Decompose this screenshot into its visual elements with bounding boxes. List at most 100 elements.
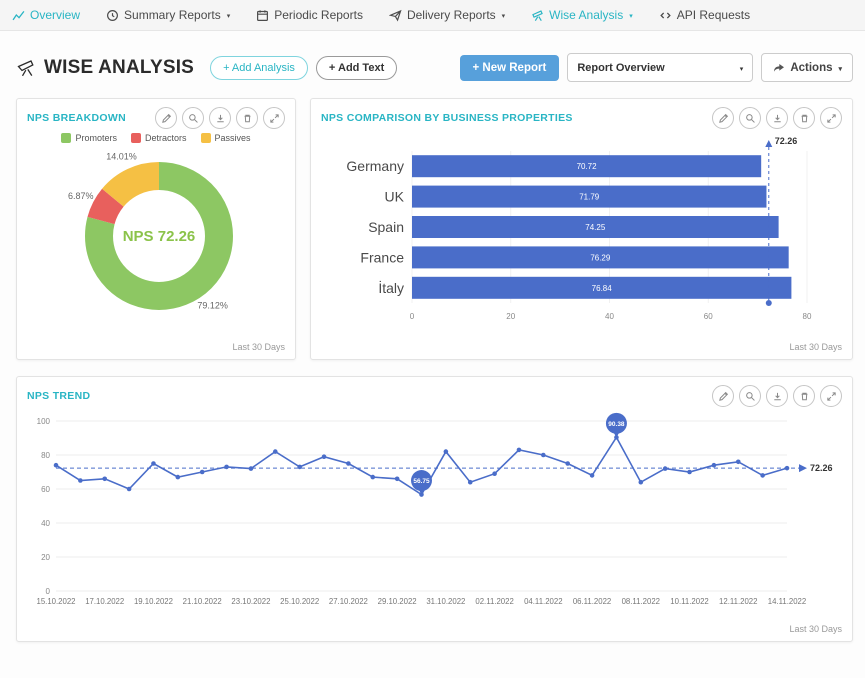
passives-swatch <box>200 133 211 143</box>
nav-item-overview[interactable]: Overview <box>12 8 80 22</box>
chevron-down-icon: ▾ <box>629 13 633 20</box>
line-chart-icon <box>12 10 25 20</box>
download-widget-button[interactable] <box>766 107 788 129</box>
magnifier-icon <box>745 391 755 401</box>
nav-item-api-requests[interactable]: API Requests <box>659 8 750 22</box>
svg-text:10.11.2022: 10.11.2022 <box>670 597 708 606</box>
nps-donut-chart: 79.12% 6.87% 14.01% NPS 72.26 <box>68 151 233 311</box>
promoters-swatch <box>61 133 72 143</box>
nav-item-summary-reports[interactable]: Summary Reports ▾ <box>106 8 230 22</box>
svg-text:0: 0 <box>46 587 51 596</box>
nav-item-wise-analysis[interactable]: Wise Analysis ▾ <box>531 8 633 22</box>
terminal-icon <box>659 11 671 19</box>
svg-text:Spain: Spain <box>368 219 404 235</box>
pencil-icon <box>718 391 728 401</box>
nav-item-periodic-reports[interactable]: Periodic Reports <box>256 8 363 22</box>
nav-item-label: Summary Reports <box>124 8 221 22</box>
legend-item-detractors[interactable]: Detractors <box>130 133 187 143</box>
svg-text:23.10.2022: 23.10.2022 <box>231 597 270 606</box>
svg-text:17.10.2022: 17.10.2022 <box>85 597 124 606</box>
svg-text:20: 20 <box>506 312 515 321</box>
svg-text:80: 80 <box>803 312 812 321</box>
nav-item-label: Wise Analysis <box>549 8 624 22</box>
svg-text:71.79: 71.79 <box>579 193 600 202</box>
nps-line-chart: 0 20 40 60 80 100 15.10.2022 17.10.2022 19.10.20… <box>36 412 833 606</box>
svg-text:25.10.2022: 25.10.2022 <box>280 597 319 606</box>
delete-widget-button[interactable] <box>793 107 815 129</box>
svg-text:80: 80 <box>41 451 50 460</box>
nav-item-label: API Requests <box>676 8 751 22</box>
expand-widget-button[interactable] <box>263 107 285 129</box>
svg-text:İtaly: İtaly <box>378 279 404 296</box>
svg-text:40: 40 <box>605 312 614 321</box>
edit-widget-button[interactable] <box>155 107 177 129</box>
telescope-icon <box>17 59 34 76</box>
date-range-label: Last 30 Days <box>232 342 285 352</box>
legend-item-passives[interactable]: Passives <box>200 133 251 143</box>
zoom-widget-button[interactable] <box>182 107 204 129</box>
svg-text:40: 40 <box>41 519 50 528</box>
legend-label: Passives <box>214 133 251 143</box>
download-widget-button[interactable] <box>766 385 788 407</box>
send-icon <box>388 9 402 21</box>
expand-widget-button[interactable] <box>820 385 842 407</box>
svg-text:76.29: 76.29 <box>590 253 611 262</box>
actions-button[interactable]: Actions ▾ <box>761 53 853 82</box>
report-select[interactable]: Report Overview ▾ <box>567 53 754 82</box>
svg-text:74.25: 74.25 <box>585 223 606 232</box>
zoom-widget-button[interactable] <box>739 107 761 129</box>
page-title: WISE ANALYSIS <box>44 56 195 78</box>
share-arrow-icon <box>774 63 785 72</box>
nav-item-delivery-reports[interactable]: Delivery Reports ▾ <box>388 8 505 22</box>
magnifier-icon <box>188 113 198 123</box>
add-text-button[interactable]: + Add Text <box>315 55 398 80</box>
edit-widget-button[interactable] <box>712 385 734 407</box>
svg-text:60: 60 <box>41 485 50 494</box>
svg-text:56.75: 56.75 <box>413 478 430 485</box>
page-header: WISE ANALYSIS + Add Analysis + Add Text … <box>16 53 853 82</box>
magnifier-icon <box>745 113 755 123</box>
top-nav: Overview Summary Reports ▾ Periodic Repo… <box>0 0 865 31</box>
svg-text:15.10.2022: 15.10.2022 <box>36 597 75 606</box>
svg-text:79.12%: 79.12% <box>197 301 228 311</box>
card-title: NPS BREAKDOWN <box>27 112 126 124</box>
expand-icon <box>826 391 836 401</box>
delete-widget-button[interactable] <box>793 385 815 407</box>
clock-icon <box>107 9 118 21</box>
svg-text:12.11.2022: 12.11.2022 <box>719 597 757 606</box>
expand-widget-button[interactable] <box>820 107 842 129</box>
donut-legend: Promoters Detractors Passives <box>17 133 295 143</box>
edit-widget-button[interactable] <box>712 107 734 129</box>
widgets-row: NPS BREAKDOWN Promoters Detractors Passi… <box>16 98 853 360</box>
svg-text:NPS 72.26: NPS 72.26 <box>123 228 196 245</box>
svg-text:72.26: 72.26 <box>810 463 833 473</box>
svg-text:14.01%: 14.01% <box>106 151 137 161</box>
calendar-icon <box>257 9 269 21</box>
nav-item-label: Overview <box>30 8 81 22</box>
svg-text:02.11.2022: 02.11.2022 <box>475 597 513 606</box>
trash-icon <box>801 114 807 122</box>
legend-item-promoters[interactable]: Promoters <box>61 133 117 143</box>
svg-text:29.10.2022: 29.10.2022 <box>378 597 417 606</box>
zoom-widget-button[interactable] <box>739 385 761 407</box>
svg-text:31.10.2022: 31.10.2022 <box>426 597 465 606</box>
report-select-value: Report Overview <box>577 61 665 74</box>
svg-text:6.87%: 6.87% <box>68 191 94 201</box>
legend-label: Promoters <box>75 133 117 143</box>
svg-text:70.72: 70.72 <box>577 162 598 171</box>
nps-bar-chart: 0 20 40 60 80 Germany 70.72 UK 71.79 Spain 74.25 Fr… <box>346 136 812 321</box>
download-icon <box>216 114 224 122</box>
svg-text:14.11.2022: 14.11.2022 <box>768 597 806 606</box>
delete-widget-button[interactable] <box>236 107 258 129</box>
nav-item-label: Periodic Reports <box>274 8 363 22</box>
add-analysis-button[interactable]: + Add Analysis <box>210 55 308 80</box>
date-range-label: Last 30 Days <box>789 342 842 352</box>
svg-text:France: France <box>360 249 404 265</box>
nps-breakdown-card: NPS BREAKDOWN Promoters Detractors Passi… <box>16 98 296 360</box>
new-report-button[interactable]: + New Report <box>459 54 560 81</box>
card-title: NPS COMPARISON BY BUSINESS PROPERTIES <box>321 112 573 124</box>
nav-item-label: Delivery Reports <box>406 8 496 22</box>
download-widget-button[interactable] <box>209 107 231 129</box>
svg-text:06.11.2022: 06.11.2022 <box>573 597 611 606</box>
chevron-down-icon: ▾ <box>226 13 231 20</box>
